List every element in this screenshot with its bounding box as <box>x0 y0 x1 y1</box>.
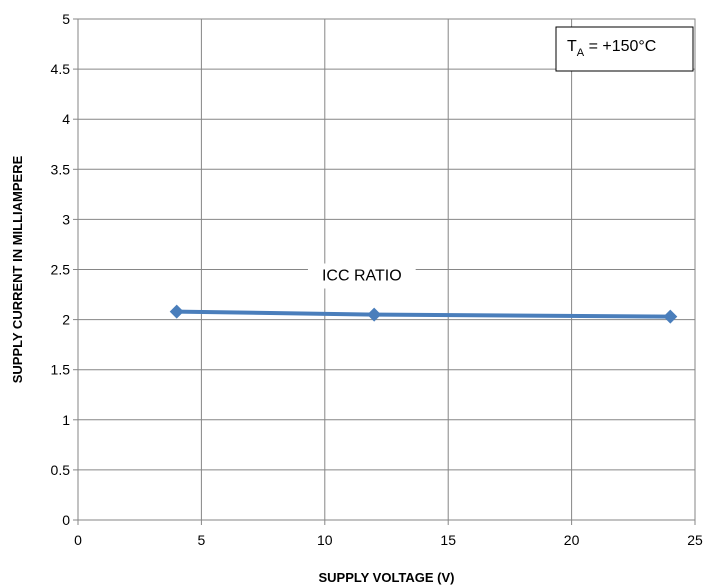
series-label: ICC RATIO <box>322 268 402 285</box>
x-axis-ticks: 0 5 10 15 20 25 <box>74 520 703 548</box>
y-axis-title: SUPPLY CURRENT IN MILLIAMPERE <box>10 155 25 383</box>
series-line <box>176 309 671 319</box>
y-tick-label: 4 <box>62 111 70 127</box>
y-tick-label: 3.5 <box>51 161 71 177</box>
y-tick-label: 2 <box>62 312 70 328</box>
x-tick-label: 20 <box>564 532 580 548</box>
y-tick-label: 3 <box>62 211 70 227</box>
condition-subscript: A <box>577 47 585 59</box>
x-tick-label: 10 <box>317 532 333 548</box>
y-tick-label: 1.5 <box>51 362 71 378</box>
condition-box-border <box>555 26 694 72</box>
x-axis-title: SUPPLY VOLTAGE (V) <box>318 570 454 585</box>
data-point-marker <box>169 304 184 319</box>
data-point-marker <box>367 307 382 322</box>
y-tick-label: 1 <box>62 412 70 428</box>
condition-label: TA = +150°C <box>567 38 656 59</box>
series-layer <box>169 304 678 324</box>
series-label-background <box>307 263 416 289</box>
x-tick-label: 5 <box>198 532 206 548</box>
x-tick-label: 25 <box>687 532 703 548</box>
y-axis-ticks: 0 0.5 1 1.5 2 2.5 3 3.5 4 4.5 5 <box>51 11 78 528</box>
x-tick-label: 15 <box>440 532 456 548</box>
series-label-group: ICC RATIO <box>307 263 416 289</box>
y-tick-label: 0 <box>62 512 70 528</box>
x-tick-label: 0 <box>74 532 82 548</box>
y-tick-label: 0.5 <box>51 462 71 478</box>
y-tick-label: 2.5 <box>51 262 71 278</box>
data-point-marker <box>663 309 678 324</box>
condition-suffix: = +150°C <box>584 38 656 55</box>
y-tick-label: 4.5 <box>51 61 71 77</box>
condition-prefix: T <box>567 38 577 55</box>
y-tick-label: 5 <box>62 11 70 27</box>
condition-box: TA = +150°C <box>555 26 694 72</box>
